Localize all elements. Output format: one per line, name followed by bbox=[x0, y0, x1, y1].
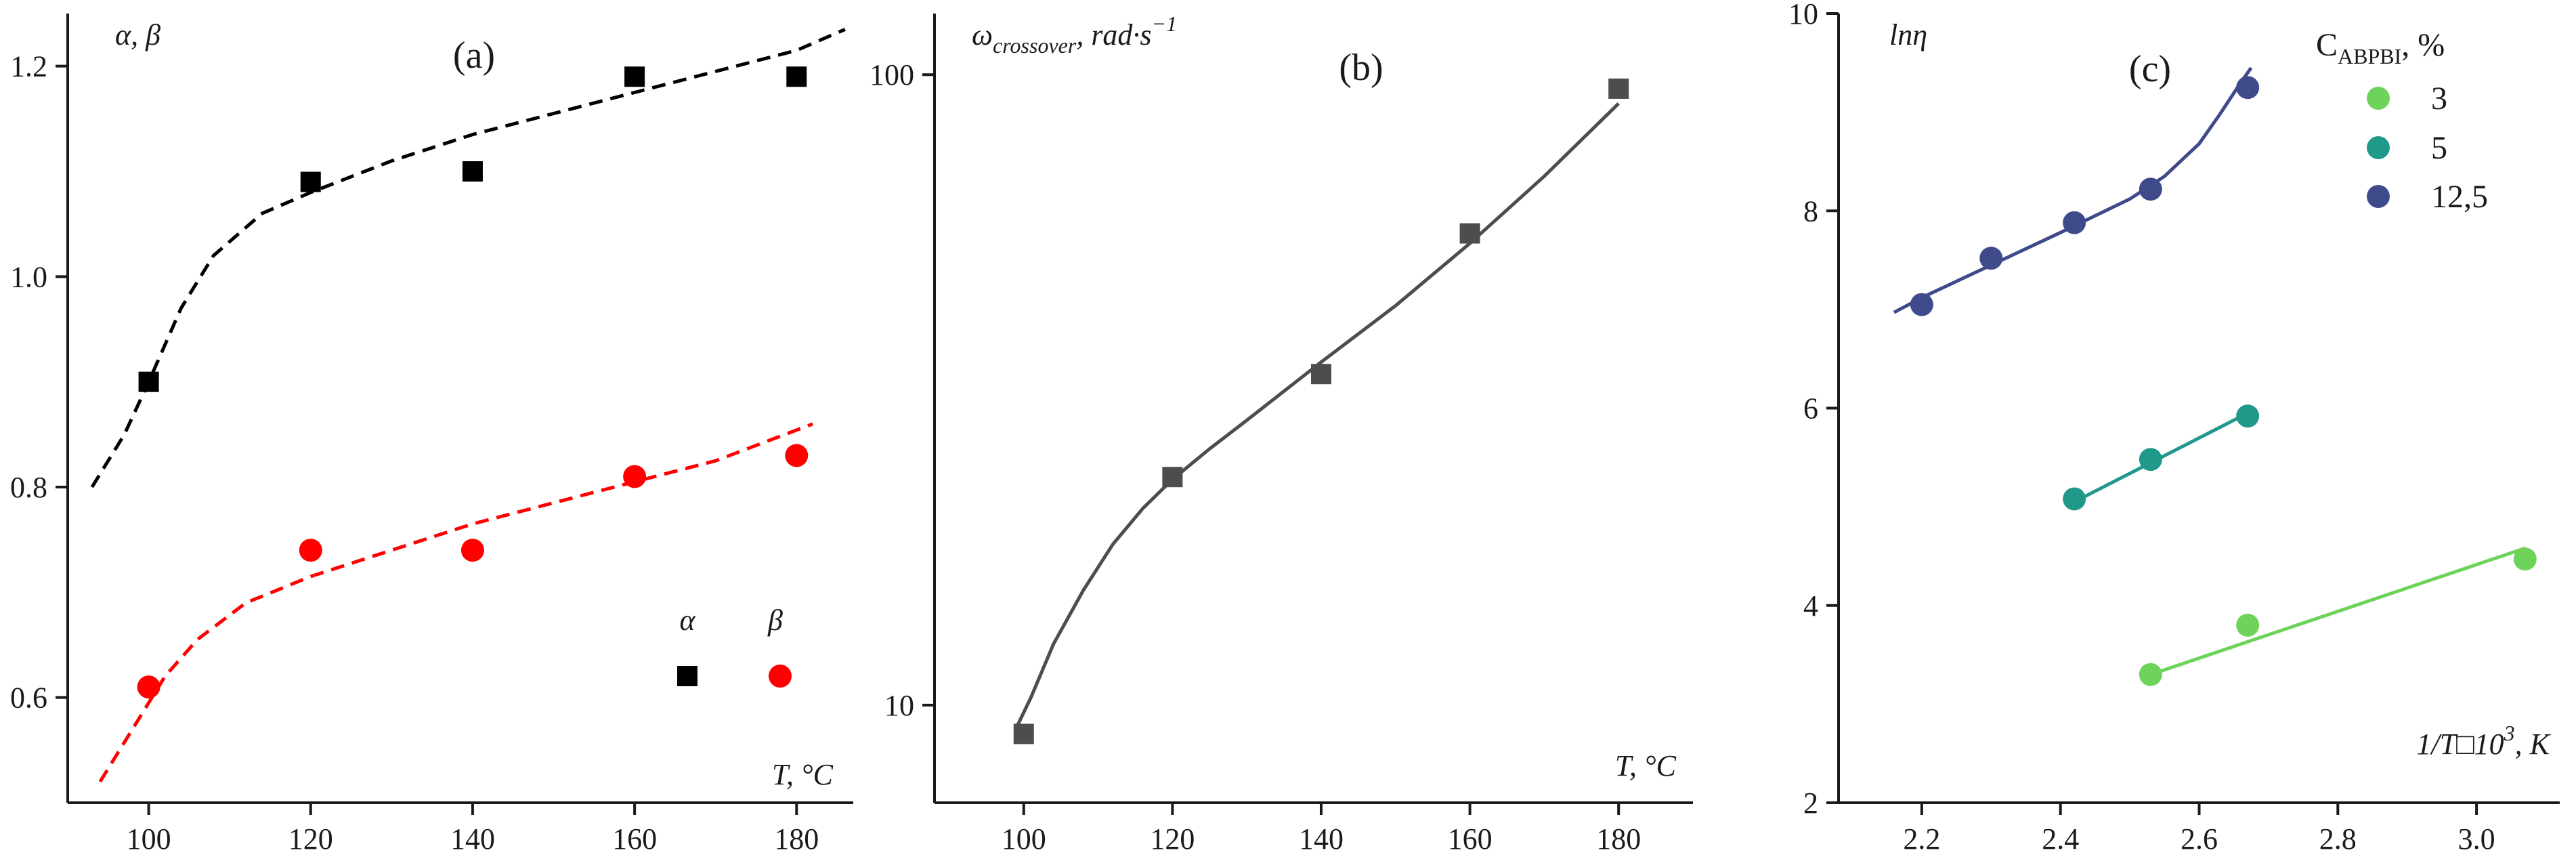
legend-label: 5 bbox=[2431, 130, 2447, 166]
data-point bbox=[2236, 613, 2260, 637]
x-tick-label: 160 bbox=[1448, 822, 1493, 856]
y-axis-title: lnη bbox=[1889, 18, 1927, 51]
y-tick-label: 1.0 bbox=[10, 260, 47, 293]
y-tick-label: 1.2 bbox=[10, 50, 47, 83]
panel-label: (c) bbox=[2129, 48, 2171, 90]
data-point bbox=[1310, 364, 1331, 385]
data-point bbox=[1459, 223, 1480, 244]
x-tick-label: 180 bbox=[1596, 822, 1641, 856]
data-point bbox=[2513, 547, 2537, 571]
x-title-units: , K bbox=[2515, 728, 2552, 761]
x-tick-label: 2.2 bbox=[1903, 822, 1940, 856]
y-title-superscript: −1 bbox=[1152, 12, 1178, 36]
legend-marker bbox=[769, 665, 792, 688]
y-tick-label: 10 bbox=[1788, 0, 1818, 30]
data-point bbox=[1013, 723, 1034, 744]
x-tick-label: 2.8 bbox=[2319, 822, 2357, 856]
data-point bbox=[785, 444, 809, 467]
y-tick-label: 4 bbox=[1803, 589, 1818, 623]
x-tick-label: 3.0 bbox=[2458, 822, 2495, 856]
data-point bbox=[2139, 663, 2162, 686]
data-point bbox=[786, 66, 807, 87]
legend-label: 12,5 bbox=[2431, 179, 2488, 215]
x-axis-title: 1/T□103, K bbox=[2416, 721, 2551, 761]
y-tick-label: 10 bbox=[884, 689, 914, 722]
legend-label: α bbox=[679, 604, 695, 637]
data-point bbox=[624, 66, 645, 87]
legend: CABPBI, % 3 5 12,5 bbox=[2316, 27, 2488, 215]
y-axis-title: α, β bbox=[115, 18, 160, 51]
data-point bbox=[2063, 487, 2086, 511]
x-title-variable: 1/T bbox=[2416, 728, 2458, 761]
y-tick-label: 0.6 bbox=[10, 681, 47, 715]
y-tick-label: 0.8 bbox=[10, 471, 47, 504]
panel-b: 100 120 140 160 180 10 100 (b) ωcrossover, rad·s… bbox=[870, 12, 1693, 856]
x-tick-label: 180 bbox=[774, 822, 819, 856]
data-point bbox=[1979, 247, 2003, 270]
x-tick-label: 2.4 bbox=[2042, 822, 2079, 856]
data-point bbox=[462, 161, 483, 182]
x-title-superscript: 3 bbox=[2504, 721, 2515, 745]
fit-line bbox=[1014, 102, 1620, 729]
y-tick-label: 6 bbox=[1803, 392, 1818, 425]
data-point bbox=[2236, 76, 2260, 100]
y-tick-label: 2 bbox=[1803, 786, 1818, 820]
legend-title-units: , % bbox=[2401, 27, 2445, 63]
x-tick-label: 2.6 bbox=[2181, 822, 2218, 856]
data-point bbox=[2236, 404, 2260, 428]
legend-title-base: C bbox=[2316, 27, 2338, 63]
data-point bbox=[137, 675, 160, 699]
y-axis-title: ωcrossover, rad·s−1 bbox=[972, 12, 1177, 58]
panel-label: (a) bbox=[453, 35, 495, 77]
data-point bbox=[2063, 211, 2086, 234]
legend-title: CABPBI, % bbox=[2316, 27, 2445, 68]
data-point bbox=[1608, 78, 1629, 99]
data-point bbox=[299, 539, 322, 562]
data-point bbox=[2139, 448, 2162, 471]
data-point bbox=[623, 465, 647, 488]
legend-label: 3 bbox=[2431, 81, 2447, 117]
y-tick-label: 8 bbox=[1803, 194, 1818, 228]
legend-marker bbox=[2367, 136, 2390, 159]
fit-line bbox=[98, 422, 814, 783]
x-tick-label: 160 bbox=[612, 822, 657, 856]
x-tick-label: 100 bbox=[127, 822, 171, 856]
x-axis-title: T, °C bbox=[772, 758, 834, 791]
y-title-subscript: crossover bbox=[993, 33, 1077, 58]
y-title-symbol: ω bbox=[972, 18, 993, 51]
x-tick-label: 140 bbox=[450, 822, 495, 856]
fit-line bbox=[2150, 546, 2526, 677]
data-point bbox=[300, 171, 321, 192]
x-tick-label: 120 bbox=[1150, 822, 1195, 856]
legend-title-subscript: ABPBI bbox=[2338, 44, 2401, 68]
data-point bbox=[138, 371, 159, 392]
data-point bbox=[1162, 467, 1183, 488]
data-point bbox=[1910, 293, 1933, 316]
panel-label: (b) bbox=[1339, 47, 1383, 89]
x-title-multiplier: □10 bbox=[2456, 728, 2504, 761]
panel-a: 100 120 140 160 180 0.6 0.8 1.0 1.2 (a) α, β T, °C α… bbox=[10, 14, 853, 856]
x-axis-title: T, °C bbox=[1615, 749, 1677, 782]
fit-line bbox=[1893, 66, 2253, 314]
x-tick-label: 100 bbox=[1002, 822, 1046, 856]
y-tick-label: 100 bbox=[870, 58, 914, 91]
legend-marker bbox=[677, 666, 697, 686]
data-point bbox=[460, 539, 484, 562]
data-point bbox=[2139, 177, 2162, 201]
fit-line bbox=[90, 28, 846, 488]
x-tick-label: 120 bbox=[288, 822, 333, 856]
legend-marker bbox=[2367, 87, 2390, 110]
legend-label: β bbox=[767, 604, 783, 637]
y-title-units: , rad·s bbox=[1076, 18, 1151, 51]
legend-marker bbox=[2367, 185, 2390, 208]
x-tick-label: 140 bbox=[1299, 822, 1344, 856]
